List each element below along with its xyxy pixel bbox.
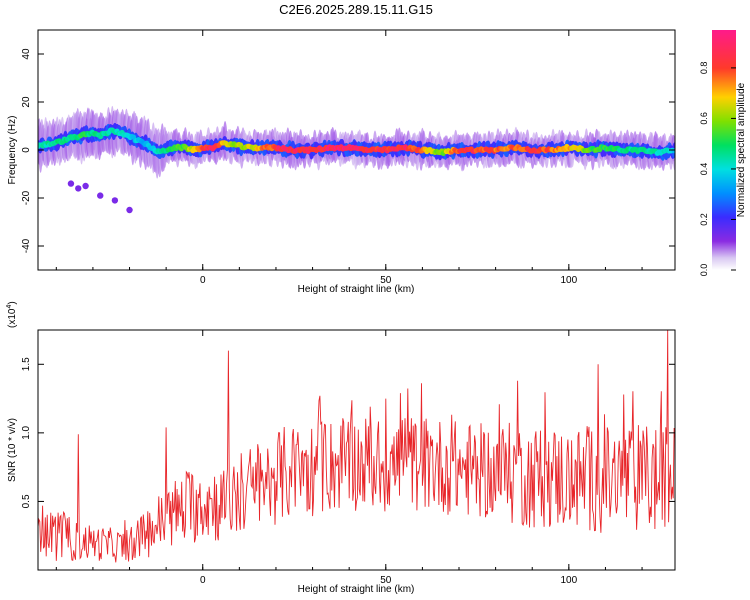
colorbar: 0.0 0.2 0.4 0.6 0.8 Normalized spectral ampl… <box>699 30 747 276</box>
snr-x-tick-label: 100 <box>560 575 577 586</box>
spectrogram-panel: 0 50 100 40 20 0 -20 -40 Height of straight lin… <box>7 29 676 295</box>
spectrogram-ticks: 0 50 100 40 20 0 -20 -40 <box>21 30 675 286</box>
spectrogram-y-tick-label: 0 <box>21 147 32 153</box>
colorbar-label: Normalized spectral amplitude <box>736 82 747 217</box>
colorbar-tick-label: 0.2 <box>699 213 709 226</box>
spectrogram-blob <box>97 192 104 199</box>
snr-y-multiplier-exponent: 4 <box>6 305 13 309</box>
spectrogram-x-tick-label: 100 <box>560 275 577 286</box>
snr-ticks: 0 50 100 0.5 1.0 1.5 <box>21 330 675 586</box>
spectrogram-blob <box>126 206 133 214</box>
spectrogram-y-axis-label: Frequency (Hz) <box>7 116 18 185</box>
snr-panel: 0 50 100 0.5 1.0 1.5 Height of straight line … <box>6 301 676 595</box>
spectrogram-x-tick-label: 0 <box>200 275 206 286</box>
spectrogram-marks <box>38 105 675 214</box>
snr-frame <box>37 329 676 571</box>
snr-y-multiplier: (x104) <box>6 301 18 328</box>
colorbar-tick-label: 0.8 <box>699 62 709 75</box>
snr-y-tick-label: 0.5 <box>21 494 32 508</box>
spectrogram-y-tick-label: 40 <box>21 48 32 60</box>
colorbar-tick-label: 0.0 <box>699 264 709 277</box>
spectrogram-blob <box>67 180 75 187</box>
colorbar-tick-label: 0.4 <box>699 163 709 176</box>
snr-x-tick-label: 0 <box>200 575 206 586</box>
spectrogram-ridge-mark <box>671 148 675 154</box>
spectrogram-blob <box>111 197 119 204</box>
snr-y-tick-label: 1.5 <box>21 357 32 371</box>
colorbar-tick-label: 0.6 <box>699 112 709 125</box>
snr-y-axis-label: SNR (10 * v/v) <box>7 418 18 482</box>
spectrogram-y-tick-label: -40 <box>21 238 32 253</box>
colorbar-gradient <box>712 30 736 270</box>
snr-x-tick-label: 50 <box>380 575 392 586</box>
snr-x-axis-label: Height of straight line (km) <box>298 584 415 595</box>
spectrogram-blob <box>82 182 89 190</box>
spectrogram-x-tick-label: 50 <box>380 275 392 286</box>
figure-title: C2E6.2025.289.15.11.G15 <box>279 2 433 17</box>
spectrogram-blob <box>75 185 82 192</box>
spectrogram-x-axis-label: Height of straight line (km) <box>298 284 415 295</box>
snr-series-line <box>38 330 675 563</box>
colorbar-ticks: 0.0 0.2 0.4 0.6 0.8 <box>699 62 736 277</box>
spectrogram-y-tick-label: 20 <box>21 96 32 108</box>
snr-y-tick-label: 1.0 <box>21 425 32 439</box>
spectrogram-y-tick-label: -20 <box>21 190 32 205</box>
